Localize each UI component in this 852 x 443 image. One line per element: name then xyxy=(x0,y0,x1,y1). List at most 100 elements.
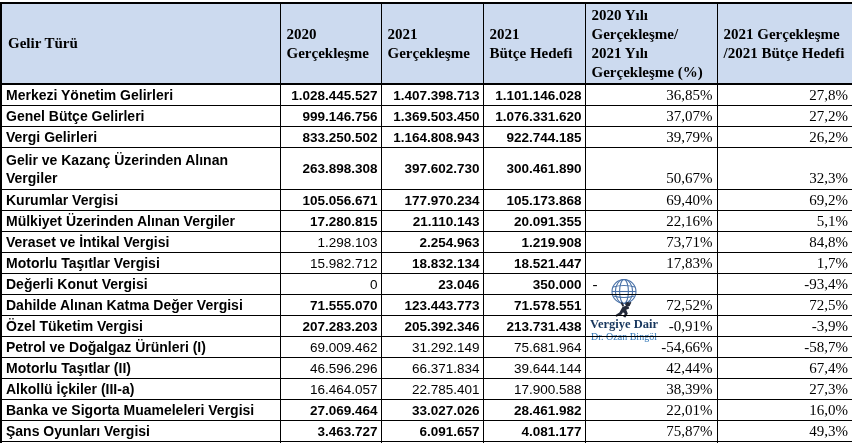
revenue-table-container: Gelir Türü2020Gerçekleşme2021Gerçekleşme… xyxy=(0,2,852,443)
table-row: Değerli Konut Vergisi023.046350.000--93,… xyxy=(1,274,852,295)
income-type-cell: Özel Tüketim Vergisi xyxy=(1,316,280,337)
pct-yoy-cell: 73,71% xyxy=(585,232,717,253)
pct-vs-budget-cell: 67,4% xyxy=(717,358,852,379)
budget-2021-cell: 4.081.177 xyxy=(483,421,585,442)
income-type-cell: Şans Oyunları Vergisi xyxy=(1,421,280,442)
value-2020-cell: 0 xyxy=(280,274,381,295)
pct-vs-budget-cell: -3,9% xyxy=(717,316,852,337)
value-2021-cell: 123.443.773 xyxy=(381,295,483,316)
pct-vs-budget-cell: 49,3% xyxy=(717,421,852,442)
column-header-hedef2021: 2021Bütçe Hedefi xyxy=(483,3,585,84)
pct-yoy-cell: 42,44% xyxy=(585,358,717,379)
pct-vs-budget-cell: 32,3% xyxy=(717,148,852,190)
value-2021-cell: 397.602.730 xyxy=(381,148,483,190)
pct-vs-budget-cell: 27,3% xyxy=(717,379,852,400)
value-2020-cell: 1.298.103 xyxy=(280,232,381,253)
budget-2021-cell: 75.681.964 xyxy=(483,337,585,358)
value-2021-cell: 31.292.149 xyxy=(381,337,483,358)
value-2021-cell: 1.369.503.450 xyxy=(381,106,483,127)
table-row: Özel Tüketim Vergisi207.283.203205.392.3… xyxy=(1,316,852,337)
table-row: Vergi Gelirleri833.250.5021.164.808.9439… xyxy=(1,127,852,148)
value-2020-cell: 15.982.712 xyxy=(280,253,381,274)
table-row: Motorlu Taşıtlar Vergisi15.982.71218.832… xyxy=(1,253,852,274)
pct-vs-budget-cell: 26,2% xyxy=(717,127,852,148)
pct-vs-budget-cell: 69,2% xyxy=(717,190,852,211)
pct-vs-budget-cell: 16,0% xyxy=(717,400,852,421)
value-2021-cell: 22.785.401 xyxy=(381,379,483,400)
watermark-subtitle: Dr. Ozan Bingöl xyxy=(588,331,660,342)
header-row: Gelir Türü2020Gerçekleşme2021Gerçekleşme… xyxy=(1,3,852,84)
budget-2021-cell: 350.000 xyxy=(483,274,585,295)
income-type-cell: Merkezi Yönetim Gelirleri xyxy=(1,84,280,106)
pct-yoy-cell: 22,16% xyxy=(585,211,717,232)
pct-vs-budget-cell: 5,1% xyxy=(717,211,852,232)
income-type-cell: Vergi Gelirleri xyxy=(1,127,280,148)
income-type-cell: Dahilde Alınan Katma Değer Vergisi xyxy=(1,295,280,316)
value-2021-cell: 1.164.808.943 xyxy=(381,127,483,148)
table-row: Gelir ve Kazanç Üzerinden Alınan Vergile… xyxy=(1,148,852,190)
table-row: Mülkiyet Üzerinden Alınan Vergiler17.280… xyxy=(1,211,852,232)
pct-vs-budget-cell: 72,5% xyxy=(717,295,852,316)
budget-2021-cell: 71.578.551 xyxy=(483,295,585,316)
value-2020-cell: 17.280.815 xyxy=(280,211,381,232)
value-2021-cell: 6.091.657 xyxy=(381,421,483,442)
pct-yoy-cell: 75,87% xyxy=(585,421,717,442)
value-2020-cell: 3.463.727 xyxy=(280,421,381,442)
budget-2021-cell: 1.101.146.028 xyxy=(483,84,585,106)
income-type-cell: Gelir ve Kazanç Üzerinden Alınan Vergile… xyxy=(1,148,280,190)
income-type-cell: Banka ve Sigorta Muameleleri Vergisi xyxy=(1,400,280,421)
column-header-pct_hedef: 2021 Gerçekleşme/2021 Bütçe Hedefi xyxy=(717,3,852,84)
value-2020-cell: 16.464.057 xyxy=(280,379,381,400)
budget-2021-cell: 18.521.447 xyxy=(483,253,585,274)
budget-2021-cell: 28.461.982 xyxy=(483,400,585,421)
value-2021-cell: 177.970.234 xyxy=(381,190,483,211)
pct-vs-budget-cell: 27,8% xyxy=(717,84,852,106)
value-2020-cell: 207.283.203 xyxy=(280,316,381,337)
table-row: Dahilde Alınan Katma Değer Vergisi71.555… xyxy=(1,295,852,316)
value-2021-cell: 205.392.346 xyxy=(381,316,483,337)
budget-2021-cell: 300.461.890 xyxy=(483,148,585,190)
pct-yoy-cell: 50,67% xyxy=(585,148,717,190)
budget-2021-cell: 17.900.588 xyxy=(483,379,585,400)
table-row: Motorlu Taşıtlar (II)46.596.29666.371.83… xyxy=(1,358,852,379)
table-row: Kurumlar Vergisi105.056.671177.970.23410… xyxy=(1,190,852,211)
income-type-cell: Petrol ve Doğalgaz Ürünleri (I) xyxy=(1,337,280,358)
income-type-cell: Motorlu Taşıtlar Vergisi xyxy=(1,253,280,274)
value-2020-cell: 71.555.070 xyxy=(280,295,381,316)
pct-yoy-cell: 17,83% xyxy=(585,253,717,274)
income-type-cell: Motorlu Taşıtlar (II) xyxy=(1,358,280,379)
budget-2021-cell: 20.091.355 xyxy=(483,211,585,232)
value-2021-cell: 66.371.834 xyxy=(381,358,483,379)
pct-yoy-cell: 38,39% xyxy=(585,379,717,400)
table-header: Gelir Türü2020Gerçekleşme2021Gerçekleşme… xyxy=(1,3,852,84)
pct-vs-budget-cell: -58,7% xyxy=(717,337,852,358)
revenue-table: Gelir Türü2020Gerçekleşme2021Gerçekleşme… xyxy=(0,2,852,443)
value-2021-cell: 23.046 xyxy=(381,274,483,295)
budget-2021-cell: 1.076.331.620 xyxy=(483,106,585,127)
income-type-cell: Değerli Konut Vergisi xyxy=(1,274,280,295)
value-2021-cell: 18.832.134 xyxy=(381,253,483,274)
income-type-cell: Alkollü İçkiler (III-a) xyxy=(1,379,280,400)
value-2020-cell: 69.009.462 xyxy=(280,337,381,358)
pct-yoy-cell: 37,07% xyxy=(585,106,717,127)
budget-2021-cell: 213.731.438 xyxy=(483,316,585,337)
income-type-cell: Kurumlar Vergisi xyxy=(1,190,280,211)
column-header-gelir_turu: Gelir Türü xyxy=(1,3,280,84)
globe-atlas-icon xyxy=(601,278,647,318)
pct-vs-budget-cell: 1,7% xyxy=(717,253,852,274)
value-2020-cell: 1.028.445.527 xyxy=(280,84,381,106)
value-2021-cell: 2.254.963 xyxy=(381,232,483,253)
table-row: Genel Bütçe Gelirleri999.146.7561.369.50… xyxy=(1,106,852,127)
watermark-title: Vergiye Dair xyxy=(588,318,660,331)
value-2021-cell: 21.110.143 xyxy=(381,211,483,232)
value-2020-cell: 105.056.671 xyxy=(280,190,381,211)
pct-yoy-cell: 36,85% xyxy=(585,84,717,106)
value-2020-cell: 833.250.502 xyxy=(280,127,381,148)
watermark-logo: Vergiye Dair Dr. Ozan Bingöl xyxy=(588,277,660,345)
pct-vs-budget-cell: -93,4% xyxy=(717,274,852,295)
table-row: Şans Oyunları Vergisi3.463.7276.091.6574… xyxy=(1,421,852,442)
income-type-cell: Mülkiyet Üzerinden Alınan Vergiler xyxy=(1,211,280,232)
column-header-pct_yoy: 2020 YılıGerçekleşme/2021 YılıGerçekleşm… xyxy=(585,3,717,84)
table-row: Merkezi Yönetim Gelirleri1.028.445.527 1.… xyxy=(1,84,852,106)
budget-2021-cell: 922.744.185 xyxy=(483,127,585,148)
